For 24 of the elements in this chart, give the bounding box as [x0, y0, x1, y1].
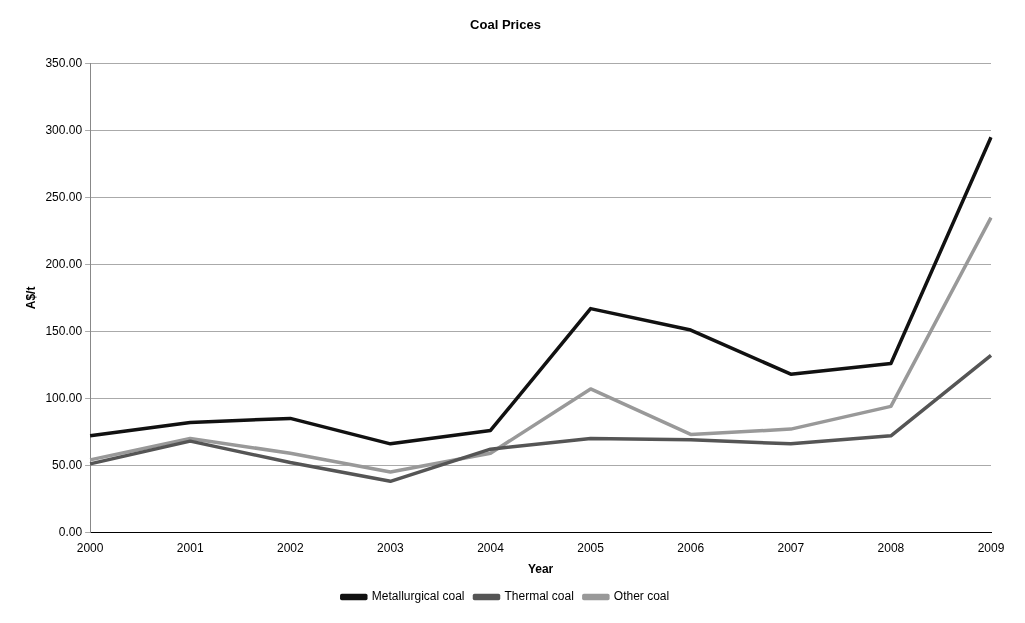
y-tick-label: 350.00 — [45, 55, 83, 70]
y-tick-label: 300.00 — [45, 122, 83, 137]
x-tick-label: 2000 — [76, 540, 104, 555]
y-tick-label: 0.00 — [58, 524, 83, 539]
chart-title: Coal Prices — [470, 17, 541, 33]
x-tick-label: 2004 — [477, 540, 505, 555]
x-tick-label: 2008 — [877, 540, 905, 555]
x-tick-label: 2006 — [677, 540, 705, 555]
x-axis-title: Year — [527, 562, 554, 577]
x-tick-label: 2001 — [176, 540, 204, 555]
x-tick-label: 2002 — [276, 540, 304, 555]
y-axis-title: A$/t — [23, 286, 38, 310]
y-tick-label: 50.00 — [52, 457, 83, 472]
y-tick-label: 150.00 — [45, 323, 83, 338]
y-tick-label: 100.00 — [45, 390, 83, 405]
x-tick-label: 2005 — [577, 540, 605, 555]
x-tick-label: 2009 — [977, 540, 1005, 555]
legend-label: Thermal coal — [504, 589, 574, 604]
x-tick-label: 2003 — [377, 540, 405, 555]
legend-label: Metallurgical coal — [371, 589, 465, 604]
legend-label: Other coal — [613, 589, 670, 604]
x-tick-label: 2007 — [777, 540, 805, 555]
y-tick-label: 250.00 — [45, 189, 83, 204]
y-tick-label: 200.00 — [45, 256, 83, 271]
